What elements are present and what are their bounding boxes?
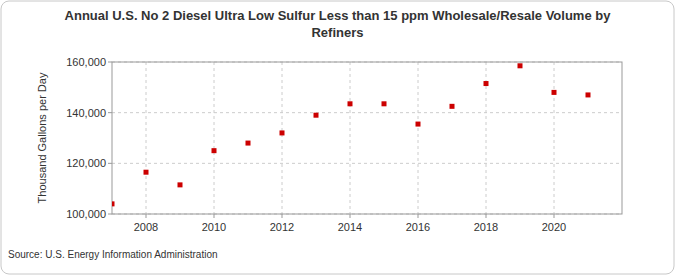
tick [282, 214, 283, 218]
tick [418, 214, 419, 218]
tick [108, 112, 112, 113]
title-line: Annual U.S. No 2 Diesel Ultra Low Sulfur… [65, 8, 612, 23]
points [112, 63, 591, 206]
tick [214, 214, 215, 218]
tick-label: 2012 [270, 221, 294, 233]
tick [350, 214, 351, 218]
tick [108, 163, 112, 164]
point [212, 148, 217, 153]
point [178, 182, 183, 187]
point [112, 201, 115, 206]
point [518, 63, 523, 68]
tick-label: 2020 [542, 221, 566, 233]
tick [146, 214, 147, 218]
tick-label: 120,000 [66, 157, 106, 169]
chart: Annual U.S. No 2 Diesel Ultra Low Sulfur… [0, 0, 675, 275]
tick-label: 2016 [406, 221, 430, 233]
tick [108, 62, 112, 63]
border [1, 1, 674, 274]
point [246, 141, 251, 146]
tick [108, 214, 112, 215]
source: Source: U.S. Energy Information Administ… [8, 249, 218, 260]
tick-label: 140,000 [66, 107, 106, 119]
tick [554, 214, 555, 218]
grid-line [146, 62, 147, 214]
grid-line [112, 112, 622, 113]
tick [486, 214, 487, 218]
tick-label: 2008 [134, 221, 158, 233]
point [382, 101, 387, 106]
point [416, 122, 421, 127]
grid-line [214, 62, 215, 214]
point [450, 104, 455, 109]
point [280, 130, 285, 135]
title: Annual U.S. No 2 Diesel Ultra Low Sulfur… [65, 8, 612, 40]
grid-line [112, 163, 622, 164]
point [586, 92, 591, 97]
grid-line [350, 62, 351, 214]
tick-label: 160,000 [66, 56, 106, 68]
point [144, 170, 149, 175]
tick-label: 2010 [202, 221, 226, 233]
plot-frame [112, 62, 622, 214]
tick-label: 100,000 [66, 208, 106, 220]
grid-line [282, 62, 283, 214]
point [314, 113, 319, 118]
grid-line [554, 62, 555, 214]
grid-line [418, 62, 419, 214]
point [552, 90, 557, 95]
y-axis-label: Thousand Gallons per Day [36, 72, 48, 203]
point [484, 81, 489, 86]
title-line: Refiners [311, 25, 363, 40]
point [348, 101, 353, 106]
tick-label: 2014 [338, 221, 362, 233]
tick-label: 2018 [474, 221, 498, 233]
